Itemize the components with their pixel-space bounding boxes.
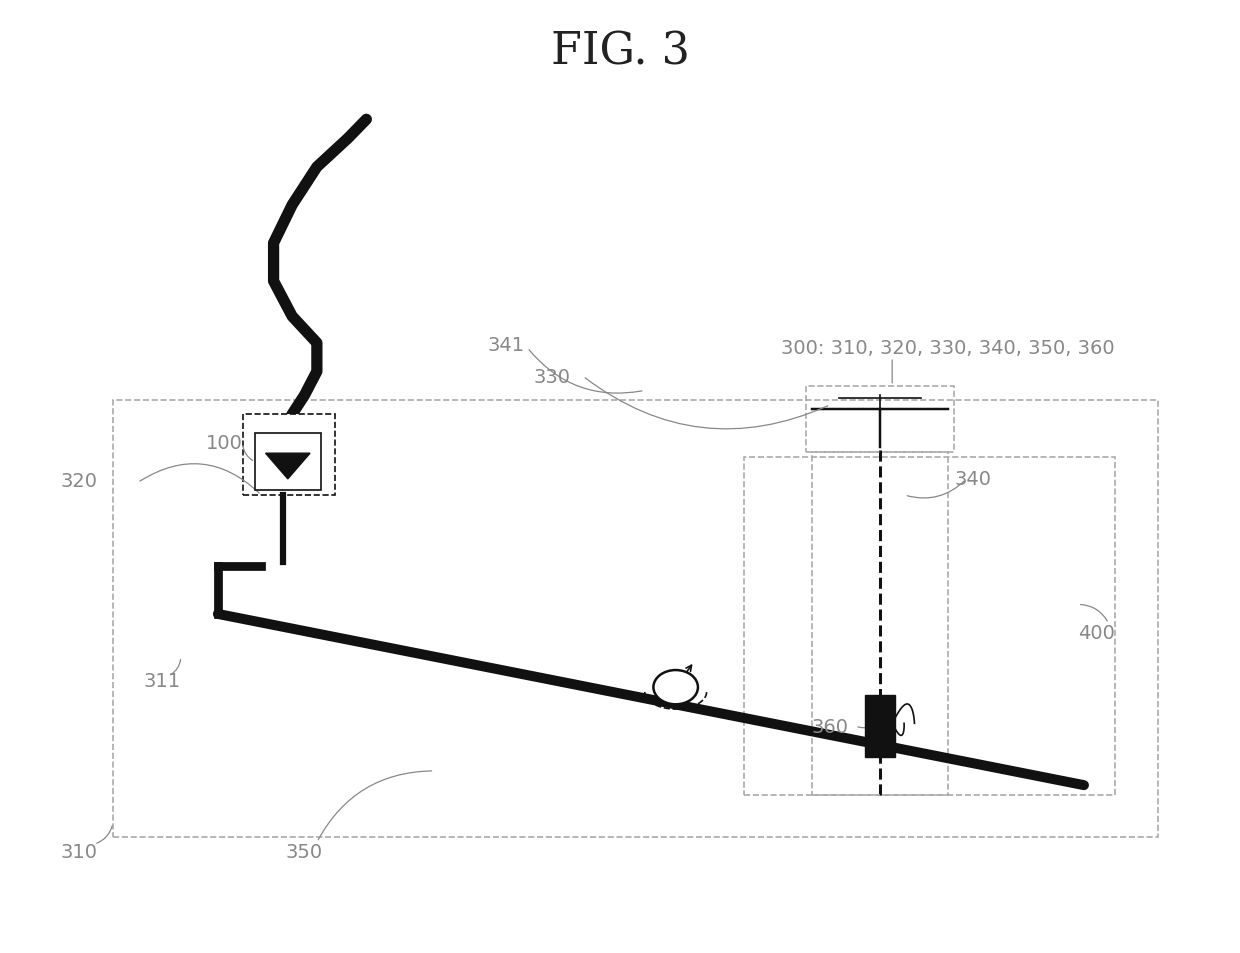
Text: 341: 341 bbox=[487, 335, 525, 355]
Polygon shape bbox=[265, 454, 310, 479]
Text: 310: 310 bbox=[61, 842, 98, 862]
Bar bbox=[812, 453, 947, 795]
Bar bbox=[806, 386, 954, 453]
Text: 400: 400 bbox=[1078, 624, 1115, 642]
Text: FIG. 3: FIG. 3 bbox=[551, 30, 689, 73]
Text: 300: 310, 320, 330, 340, 350, 360: 300: 310, 320, 330, 340, 350, 360 bbox=[781, 338, 1115, 357]
Text: 311: 311 bbox=[144, 671, 181, 690]
Text: 320: 320 bbox=[61, 472, 98, 491]
Bar bbox=[113, 400, 1158, 838]
Text: 100: 100 bbox=[206, 434, 242, 453]
Bar bbox=[866, 695, 895, 757]
Bar bbox=[255, 434, 321, 491]
Text: 330: 330 bbox=[533, 367, 570, 386]
Bar bbox=[744, 457, 1115, 795]
Text: 360: 360 bbox=[812, 717, 848, 736]
Text: 350: 350 bbox=[286, 842, 324, 862]
Circle shape bbox=[653, 670, 698, 704]
Bar bbox=[243, 415, 336, 496]
Text: 340: 340 bbox=[954, 470, 991, 489]
